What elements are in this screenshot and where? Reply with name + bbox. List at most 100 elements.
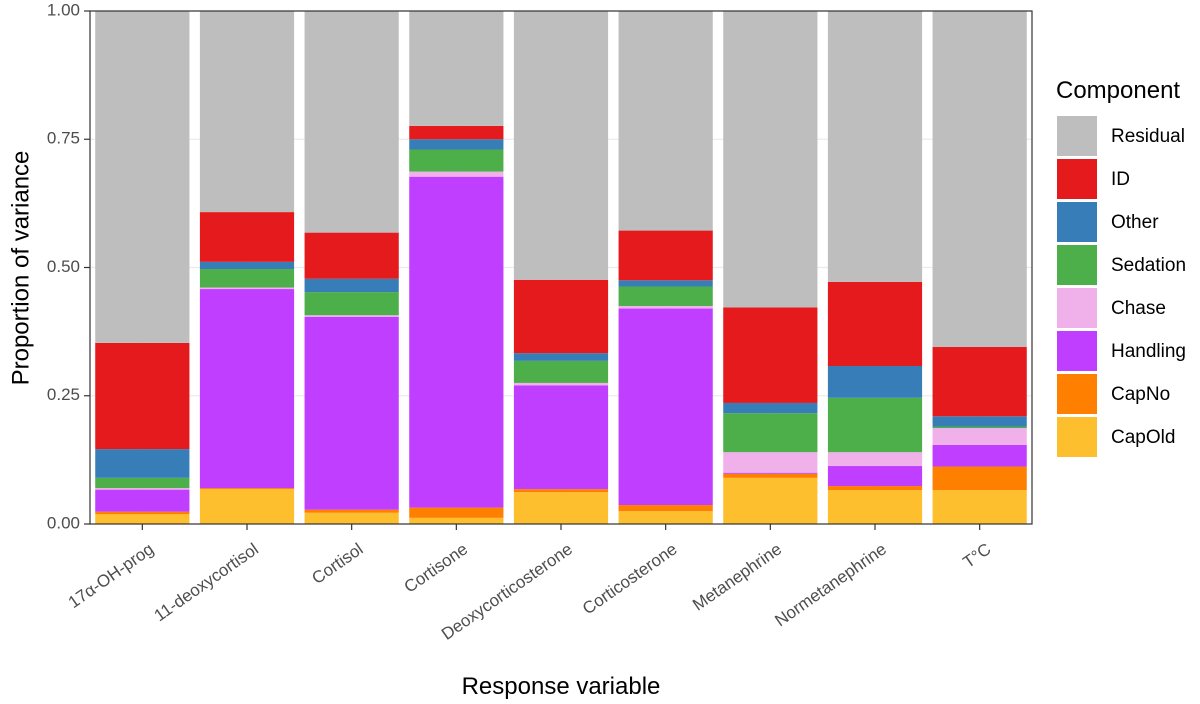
legend-label: CapNo: [1111, 384, 1170, 405]
bar-segment: [95, 511, 190, 515]
bar-segment: [304, 512, 399, 524]
y-tick-label: 0.75: [47, 129, 80, 148]
bar-segment: [618, 308, 713, 506]
bar-segment: [513, 279, 609, 354]
x-axis-title: Response variable: [462, 673, 661, 700]
bar-segment: [304, 315, 399, 317]
bar-segment: [95, 477, 190, 489]
legend-key: [1057, 331, 1097, 371]
x-tick-label: Normetanephrine: [771, 539, 890, 630]
plot-border: [89, 10, 1033, 525]
bar-segment: [304, 292, 399, 316]
bar-segment: [723, 472, 818, 474]
legend-label: Handling: [1111, 341, 1186, 362]
x-tick-label: T°C: [959, 539, 994, 571]
bar-segment: [723, 452, 818, 473]
bar-segment: [199, 489, 295, 524]
legend-label: CapOld: [1111, 427, 1175, 448]
y-tick-label: 0.00: [47, 513, 80, 532]
bar-segment: [618, 505, 713, 512]
bar-segment: [827, 11, 923, 282]
bar-segment: [513, 492, 609, 524]
bar-segment: [199, 269, 295, 288]
bar-segment: [932, 428, 1027, 445]
bar-segment: [723, 413, 818, 453]
bar-segment: [513, 489, 609, 493]
bar-segment: [827, 281, 923, 366]
x-tick-label: 17α-OH-prog: [65, 539, 157, 612]
bar-segment: [618, 11, 713, 231]
bar-segment: [618, 280, 713, 287]
legend-key: [1057, 159, 1097, 199]
bar-segment: [409, 507, 504, 518]
legend-label: Chase: [1111, 298, 1166, 319]
legend-key: [1057, 374, 1097, 414]
bar-segment: [932, 490, 1027, 524]
legend-label: Other: [1111, 212, 1159, 233]
bar-segment: [199, 289, 295, 489]
bar-segment: [827, 490, 923, 524]
legend-key: [1057, 417, 1097, 457]
legend-label: Sedation: [1111, 255, 1186, 276]
bar-segment: [95, 514, 190, 524]
bar-segment: [723, 477, 818, 524]
bar-segment: [304, 232, 399, 279]
bar-segment: [932, 416, 1027, 427]
bar-segment: [827, 452, 923, 467]
legend-key: [1057, 288, 1097, 328]
bar-segment: [827, 466, 923, 487]
legend-key: [1057, 245, 1097, 285]
y-tick-label: 0.50: [47, 257, 80, 276]
bar-segment: [95, 449, 190, 478]
bar-segment: [513, 382, 609, 386]
bar-segment: [304, 509, 399, 513]
bar-segment: [618, 511, 713, 524]
bar-segment: [513, 360, 609, 383]
bar-segment: [827, 486, 923, 491]
bar-segment: [304, 316, 399, 510]
bar-segment: [304, 278, 399, 293]
bar-segment: [409, 517, 504, 524]
bar-segment: [618, 230, 713, 281]
bar-segment: [932, 11, 1027, 348]
legend-key: [1057, 202, 1097, 242]
x-tick-label: 11-deoxycortisol: [151, 539, 262, 625]
bar-segment: [723, 11, 818, 308]
x-tick-label: Corticosterone: [579, 539, 680, 618]
legend-title: Component: [1056, 77, 1180, 104]
bar-segment: [827, 397, 923, 453]
x-tick-label: Cortisone: [401, 539, 472, 596]
x-tick-label: Cortisol: [308, 539, 366, 588]
y-tick-label: 0.25: [47, 385, 80, 404]
bar-segment: [723, 402, 818, 414]
bar-segment: [513, 11, 609, 280]
bar-segment: [409, 11, 504, 126]
bar-segment: [95, 11, 190, 343]
y-tick-label: 1.00: [47, 0, 80, 19]
bar-segment: [409, 125, 504, 140]
legend-label: ID: [1111, 169, 1130, 190]
bar-segment: [95, 488, 190, 490]
bar-segment: [827, 365, 923, 398]
bar-segment: [95, 342, 190, 450]
bar-segment: [723, 473, 818, 478]
bar-segment: [199, 11, 295, 213]
bar-segment: [199, 488, 295, 490]
bar-segment: [723, 307, 818, 403]
bar-segment: [513, 353, 609, 361]
bar-segment: [409, 139, 504, 150]
bar-segment: [409, 176, 504, 508]
bar-segment: [618, 305, 713, 309]
bar-segment: [199, 287, 295, 290]
bar-segment: [304, 11, 399, 233]
bar-segment: [618, 286, 713, 306]
bar-segment: [409, 149, 504, 172]
bar-segment: [932, 347, 1027, 417]
bar-segment: [409, 171, 504, 177]
legend-label: Residual: [1111, 126, 1185, 147]
bar-segment: [199, 261, 295, 270]
bar-segment: [932, 426, 1027, 429]
bar-segment: [199, 212, 295, 262]
bar-segment: [932, 444, 1027, 467]
